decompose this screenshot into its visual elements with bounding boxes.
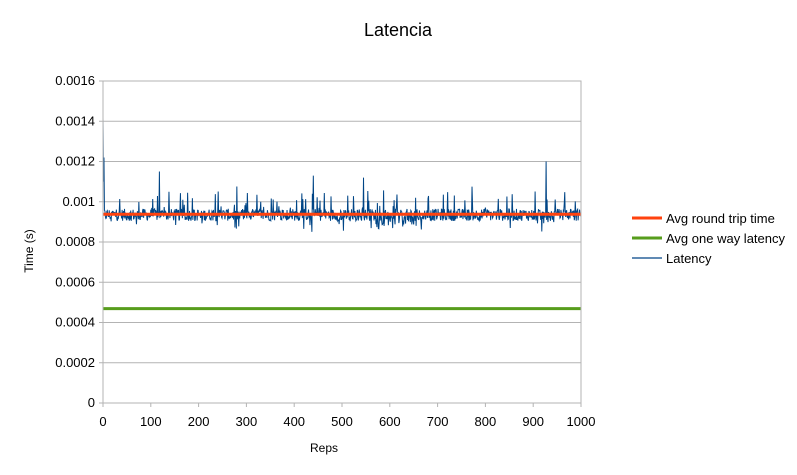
- x-tick-label: 300: [236, 414, 258, 429]
- y-tick-label: 0.0006: [55, 274, 95, 289]
- x-tick-labels: 0 100 200 300 400 500 600 700 800 900 1000: [99, 414, 595, 429]
- x-tick-label: 1000: [567, 414, 596, 429]
- x-tick-label: 200: [188, 414, 210, 429]
- gridlines: [99, 80, 582, 407]
- x-tick-label: 800: [475, 414, 497, 429]
- x-tick-label: 700: [427, 414, 449, 429]
- y-tick-labels: 0 0.0002 0.0004 0.0006 0.0008 0.001 0.0012 0.00…: [55, 73, 95, 410]
- y-tick-label: 0.0012: [55, 154, 95, 169]
- legend-label: Latency: [666, 251, 712, 266]
- legend-label: Avg one way latency: [666, 231, 785, 246]
- y-tick-label: 0.0004: [55, 315, 95, 330]
- legend: Avg round trip time Avg one way latency La…: [632, 211, 785, 266]
- chart-title: Latencia: [364, 20, 433, 40]
- y-tick-label: 0.0014: [55, 113, 95, 128]
- y-axis-label: Time (s): [22, 229, 36, 273]
- y-tick-label: 0.0002: [55, 355, 95, 370]
- x-tick-label: 900: [522, 414, 544, 429]
- x-tick-label: 500: [331, 414, 353, 429]
- y-tick-label: 0.0016: [55, 73, 95, 88]
- y-tick-label: 0: [88, 395, 95, 410]
- plot-frame: [102, 80, 582, 404]
- y-tick-label: 0.0008: [55, 234, 95, 249]
- y-tick-label: 0.001: [62, 194, 95, 209]
- x-tick-label: 0: [99, 414, 106, 429]
- x-tick-label: 400: [283, 414, 305, 429]
- legend-label: Avg round trip time: [666, 211, 775, 226]
- x-axis-label: Reps: [310, 441, 338, 455]
- x-tick-label: 600: [379, 414, 401, 429]
- series-layer: [102, 117, 582, 311]
- x-tick-label: 100: [140, 414, 162, 429]
